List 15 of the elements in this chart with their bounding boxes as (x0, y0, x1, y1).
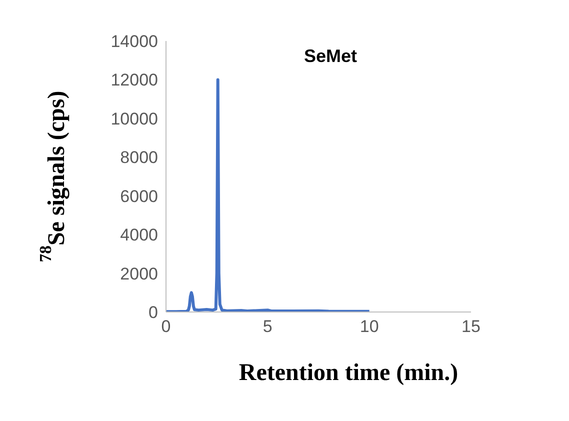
y-tick-label: 4000 (120, 226, 158, 245)
y-tick-label: 2000 (120, 264, 158, 284)
x-tick-label: 15 (462, 317, 480, 336)
y-tick-label: 6000 (120, 186, 158, 206)
y-tick-label: 0 (148, 303, 158, 322)
line-series (166, 78, 371, 312)
y-tick-label: 8000 (120, 148, 158, 168)
y-tick-label: 10000 (110, 109, 158, 128)
annotation: SeMet (304, 46, 358, 67)
x-axis-title: Retention time (min.) (238, 360, 458, 386)
x-tick-label: 5 (262, 317, 272, 336)
x-tick-label: 10 (360, 317, 379, 336)
x-tick-label: 0 (161, 317, 171, 336)
y-tick-label: 14000 (110, 32, 158, 52)
y-tick-label: 12000 (110, 70, 158, 90)
